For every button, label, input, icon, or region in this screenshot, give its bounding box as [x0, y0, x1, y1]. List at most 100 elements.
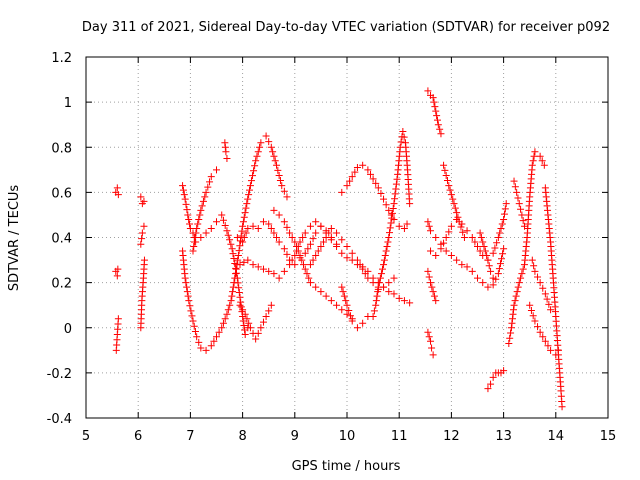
- data-point: [259, 218, 267, 226]
- data-point: [434, 121, 442, 129]
- data-point: [385, 206, 393, 214]
- series-seg-6.1-c: [137, 256, 148, 332]
- data-point: [237, 298, 245, 306]
- x-tick-label: 13: [495, 429, 512, 444]
- data-point: [529, 312, 537, 320]
- data-point: [138, 235, 146, 243]
- plot-frame: [85, 56, 609, 419]
- data-point: [229, 283, 237, 291]
- data-point: [306, 222, 314, 230]
- data-point: [343, 254, 351, 262]
- data-point: [403, 220, 411, 228]
- x-tick-label: 6: [134, 429, 142, 444]
- series-seg-6.1-b: [137, 222, 148, 248]
- data-point: [218, 324, 226, 332]
- data-point: [237, 232, 245, 240]
- data-point: [378, 265, 386, 273]
- data-point: [306, 261, 314, 269]
- data-point: [240, 321, 248, 329]
- data-point: [539, 333, 547, 341]
- series-seg-5.6-b: [112, 265, 122, 280]
- data-point: [246, 186, 254, 194]
- data-point: [280, 187, 288, 195]
- data-point: [531, 148, 539, 156]
- data-point: [254, 224, 262, 232]
- data-point: [536, 328, 544, 336]
- data-point: [262, 132, 270, 140]
- data-point: [538, 157, 546, 165]
- data-point: [547, 306, 555, 314]
- data-point: [181, 274, 189, 282]
- data-point: [283, 223, 291, 231]
- data-point: [309, 235, 317, 243]
- data-point: [221, 143, 229, 151]
- data-point: [433, 112, 441, 120]
- data-point: [364, 274, 372, 282]
- data-point: [246, 182, 254, 190]
- data-point: [353, 164, 361, 172]
- y-axis-label: SDTVAR / TECUs: [7, 185, 22, 292]
- data-point: [484, 385, 492, 393]
- y-tick-label: 1: [64, 96, 72, 111]
- series-rise-7.3: [189, 166, 220, 255]
- data-point: [514, 194, 522, 202]
- data-point: [496, 229, 504, 237]
- series-arc-7-low: [179, 132, 291, 354]
- data-point: [348, 317, 356, 325]
- y-tick-label: -0.4: [47, 412, 72, 427]
- data-point: [459, 228, 467, 236]
- data-point: [395, 222, 403, 230]
- data-point: [506, 334, 514, 342]
- data-point: [428, 283, 436, 291]
- data-point: [227, 297, 235, 305]
- data-point: [221, 221, 229, 229]
- data-point: [184, 211, 192, 219]
- data-point: [432, 107, 440, 115]
- data-point: [186, 224, 194, 232]
- data-point: [489, 274, 497, 282]
- data-point: [185, 215, 193, 223]
- data-point: [440, 161, 448, 169]
- data-point: [193, 333, 201, 341]
- data-point: [138, 229, 146, 237]
- data-point: [240, 213, 248, 221]
- data-point: [293, 247, 301, 255]
- data-point: [294, 243, 302, 251]
- data-point: [231, 259, 239, 267]
- data-point: [114, 191, 122, 199]
- data-point: [224, 306, 232, 314]
- data-point: [491, 244, 499, 252]
- data-point: [190, 238, 198, 246]
- series-cluster-12a: [424, 218, 508, 291]
- data-point: [508, 319, 516, 327]
- data-point: [505, 340, 513, 348]
- data-point: [244, 195, 252, 203]
- data-point: [114, 265, 122, 273]
- data-point: [388, 209, 396, 217]
- data-point: [183, 283, 191, 291]
- data-point: [183, 206, 191, 214]
- data-point: [301, 229, 309, 237]
- data-point: [498, 255, 506, 263]
- data-point: [487, 267, 495, 275]
- data-point: [241, 310, 249, 318]
- data-point: [254, 148, 262, 156]
- data-point: [500, 245, 508, 253]
- data-point: [386, 229, 394, 237]
- data-point: [519, 217, 527, 225]
- data-point: [259, 318, 267, 326]
- data-point: [276, 177, 284, 185]
- data-point: [190, 243, 198, 251]
- data-point: [427, 337, 435, 345]
- data-point: [270, 152, 278, 160]
- data-point: [249, 222, 257, 230]
- data-point: [322, 234, 330, 241]
- data-point: [265, 307, 273, 315]
- data-point: [511, 183, 519, 191]
- x-tick-label: 5: [82, 429, 90, 444]
- data-point: [196, 211, 204, 219]
- data-point: [442, 247, 450, 255]
- data-point: [288, 256, 296, 264]
- data-point: [244, 256, 252, 264]
- data-point: [424, 267, 432, 275]
